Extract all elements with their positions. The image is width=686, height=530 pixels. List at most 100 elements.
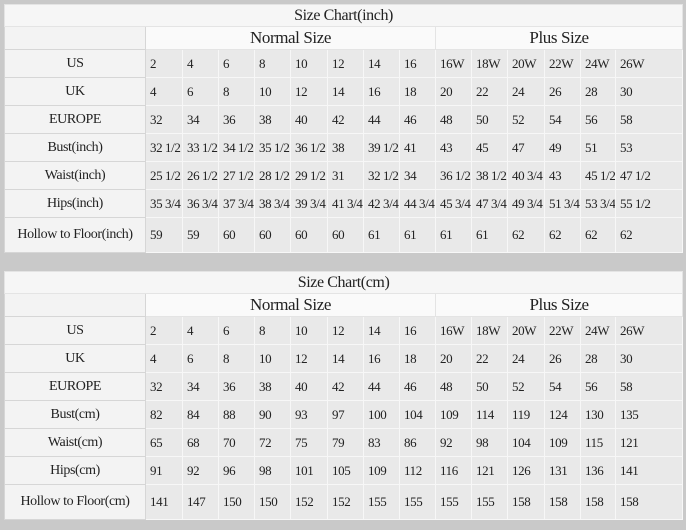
table-cell: 36 [218, 105, 255, 134]
table-cell: 4 [145, 77, 183, 106]
table-cell: 60 [254, 217, 291, 253]
table-cell: 12 [327, 316, 364, 345]
table-cell: 47 3/4 [471, 189, 508, 218]
table-cell: 44 [363, 372, 400, 401]
row-label: Hollow to Floor(inch) [4, 217, 146, 253]
table-cell: 126 [507, 456, 545, 485]
table-cell: 51 3/4 [544, 189, 581, 218]
table-cell: 155 [363, 484, 400, 520]
table-cell: 36 1/2 [290, 133, 328, 162]
table-cell: 62 [507, 217, 545, 253]
row-label: Waist(cm) [4, 428, 146, 457]
table-cell: 18W [471, 316, 508, 345]
row-label: US [4, 316, 146, 345]
table-cell: 22 [471, 344, 508, 373]
table-row: Hips(cm) 91 92 96 98 101 105 109 112 116 121 126 131… [4, 456, 684, 485]
table-cell: 121 [471, 456, 508, 485]
table-cell: 79 [327, 428, 364, 457]
row-label: US [4, 49, 146, 78]
row-label: EUROPE [4, 105, 146, 134]
table-cell: 135 [614, 400, 684, 429]
table-cell: 2 [145, 316, 183, 345]
table-cell: 97 [327, 400, 364, 429]
table-cell: 26W [614, 49, 684, 78]
table-cell: 6 [182, 344, 219, 373]
table-cell: 92 [435, 428, 472, 457]
table-cell: 20W [507, 49, 545, 78]
table-cell: 18W [471, 49, 508, 78]
table-cell: 26 [544, 77, 581, 106]
table-cell: 16 [363, 77, 400, 106]
table-cell: 56 [580, 372, 616, 401]
title-row: Size Chart(cm) [3, 271, 684, 294]
table-cell: 60 [290, 217, 328, 253]
table-cell: 51 [580, 133, 616, 162]
table-cell: 40 [290, 372, 328, 401]
table-row: EUROPE 32 34 36 38 40 42 44 46 48 50 52 54 56 58 [4, 105, 684, 134]
table-cell: 27 1/2 [218, 161, 255, 190]
table-cell: 46 [399, 372, 436, 401]
table-cell: 59 [182, 217, 219, 253]
table-row: EUROPE 32 34 36 38 40 42 44 46 48 50 52 54 56 58 [4, 372, 684, 401]
table-cell: 39 1/2 [363, 133, 400, 162]
table-cell: 72 [254, 428, 291, 457]
table-cell: 12 [327, 49, 364, 78]
table-cell: 34 1/2 [218, 133, 255, 162]
table-cell: 62 [580, 217, 616, 253]
table-cell: 2 [145, 49, 183, 78]
table-cell: 45 [471, 133, 508, 162]
table-cell: 10 [254, 77, 291, 106]
table-cell: 96 [218, 456, 255, 485]
table-cell: 58 [614, 372, 684, 401]
table-cell: 12 [290, 344, 328, 373]
chart-title: Size Chart(inch) [3, 4, 684, 27]
row-label: EUROPE [4, 372, 146, 401]
table-cell: 26 1/2 [182, 161, 219, 190]
row-label: Bust(inch) [4, 133, 146, 162]
table-cell: 105 [327, 456, 364, 485]
table-cell: 20 [435, 77, 472, 106]
table-cell: 92 [182, 456, 219, 485]
table-cell: 61 [363, 217, 400, 253]
table-cell: 43 [544, 161, 581, 190]
table-cell: 4 [182, 316, 219, 345]
section-plus-size: Plus Size [434, 293, 684, 317]
table-cell: 10 [290, 316, 328, 345]
table-cell: 158 [544, 484, 581, 520]
section-row: Normal Size Plus Size [4, 293, 684, 317]
table-cell: 61 [471, 217, 508, 253]
table-cell: 155 [435, 484, 472, 520]
table-cell: 22W [544, 49, 581, 78]
table-cell: 61 [435, 217, 472, 253]
table-cell: 62 [544, 217, 581, 253]
table-cell: 24 [507, 344, 545, 373]
table-cell: 114 [471, 400, 508, 429]
table-cell: 53 3/4 [580, 189, 616, 218]
table-cell: 155 [471, 484, 508, 520]
table-cell: 45 3/4 [435, 189, 472, 218]
table-row: UK 4 6 8 10 12 14 16 18 20 22 24 26 28 30 [4, 344, 684, 373]
table-cell: 86 [399, 428, 436, 457]
table-cell: 109 [363, 456, 400, 485]
table-cell: 40 [290, 105, 328, 134]
table-cell: 24W [580, 49, 616, 78]
table-cell: 18 [399, 344, 436, 373]
table-cell: 61 [399, 217, 436, 253]
table-cell: 22 [471, 77, 508, 106]
row-label: UK [4, 77, 146, 106]
table-cell: 65 [145, 428, 183, 457]
table-cell: 88 [218, 400, 255, 429]
table-cell: 16W [435, 49, 472, 78]
table-row: US 2 4 6 8 10 12 14 16 16W 18W 20W 22W 24W 26W [4, 316, 684, 345]
table-cell: 40 3/4 [507, 161, 545, 190]
table-cell: 36 3/4 [182, 189, 219, 218]
table-cell: 39 3/4 [290, 189, 328, 218]
table-cell: 43 [435, 133, 472, 162]
table-cell: 22W [544, 316, 581, 345]
table-cell: 8 [218, 77, 255, 106]
table-cell: 8 [254, 316, 291, 345]
table-cell: 18 [399, 77, 436, 106]
table-cell: 35 1/2 [254, 133, 291, 162]
table-cell: 16 [363, 344, 400, 373]
table-cell: 33 1/2 [182, 133, 219, 162]
